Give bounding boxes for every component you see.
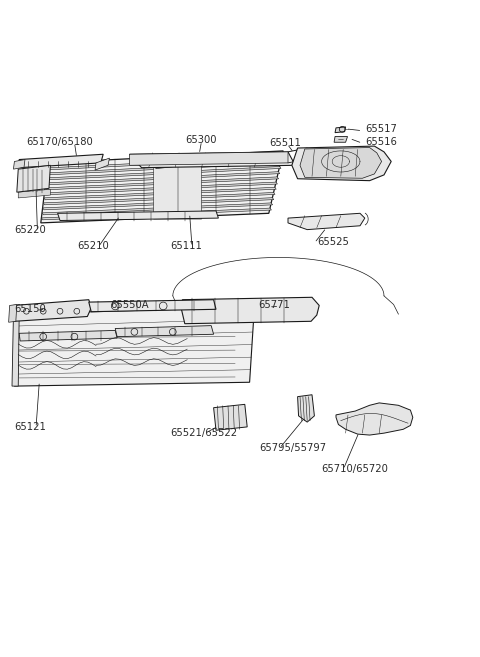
Polygon shape — [43, 193, 275, 205]
Polygon shape — [41, 151, 283, 223]
Polygon shape — [43, 198, 274, 210]
Polygon shape — [298, 395, 314, 422]
Polygon shape — [130, 152, 295, 168]
Text: 65121: 65121 — [14, 422, 46, 432]
Polygon shape — [42, 203, 273, 215]
Polygon shape — [14, 307, 254, 386]
Polygon shape — [45, 177, 278, 190]
Text: 65300: 65300 — [185, 135, 216, 145]
Polygon shape — [288, 214, 365, 229]
Polygon shape — [44, 182, 277, 195]
Polygon shape — [47, 162, 282, 175]
Polygon shape — [334, 137, 348, 143]
Polygon shape — [95, 158, 109, 170]
Polygon shape — [12, 300, 91, 321]
Text: 65550A: 65550A — [110, 300, 149, 311]
Text: 65150: 65150 — [14, 304, 46, 314]
Polygon shape — [18, 189, 50, 198]
Polygon shape — [336, 403, 413, 435]
Text: 65516: 65516 — [365, 137, 396, 147]
Polygon shape — [44, 187, 276, 200]
Polygon shape — [12, 314, 19, 386]
Polygon shape — [9, 304, 17, 323]
Polygon shape — [18, 154, 103, 168]
Polygon shape — [13, 160, 25, 169]
Polygon shape — [41, 208, 272, 220]
Polygon shape — [300, 148, 382, 178]
Text: 65111: 65111 — [170, 241, 202, 251]
Polygon shape — [181, 298, 319, 324]
Polygon shape — [214, 404, 247, 430]
Text: 65220: 65220 — [14, 225, 46, 235]
Text: 65210: 65210 — [77, 241, 108, 251]
Text: 65771: 65771 — [258, 300, 290, 311]
Text: 65525: 65525 — [317, 237, 348, 247]
Text: 65521/65522: 65521/65522 — [170, 428, 238, 438]
Polygon shape — [115, 326, 214, 336]
Polygon shape — [17, 166, 50, 193]
Text: 65517: 65517 — [365, 124, 396, 134]
Text: 65710/65720: 65710/65720 — [322, 464, 388, 474]
Polygon shape — [19, 330, 117, 341]
Polygon shape — [48, 156, 283, 170]
Polygon shape — [154, 160, 206, 169]
Polygon shape — [46, 171, 280, 185]
Polygon shape — [154, 160, 202, 219]
Text: 65170/65180: 65170/65180 — [26, 137, 93, 147]
Polygon shape — [130, 152, 288, 166]
Polygon shape — [58, 211, 218, 221]
Polygon shape — [89, 300, 216, 311]
Polygon shape — [335, 127, 346, 133]
Polygon shape — [292, 146, 391, 181]
Polygon shape — [46, 166, 281, 180]
Text: 65511: 65511 — [269, 138, 300, 148]
Text: 65795/55797: 65795/55797 — [259, 443, 326, 453]
